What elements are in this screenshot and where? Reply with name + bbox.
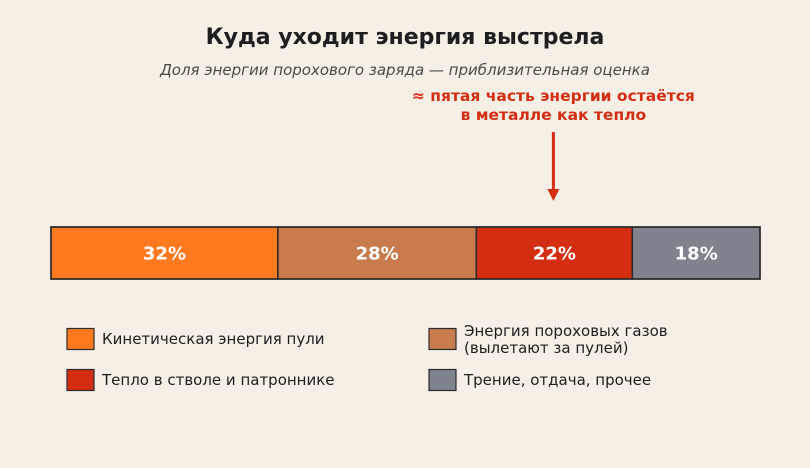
legend-label-1: Кинетическая энергия пули — [102, 330, 325, 348]
legend-item-4: Трение, отдача, прочее — [428, 368, 651, 392]
legend-swatch-4 — [428, 368, 457, 392]
annotation-line-2: в металле как тепло — [461, 106, 647, 124]
legend-item-3: Тепло в стволе и патроннике — [66, 368, 335, 392]
bar-segment-label-1: 32% — [143, 244, 186, 265]
legend-label-2: Энергия пороховых газов (вылетают за пуле… — [464, 322, 668, 357]
legend-item-2: Энергия пороховых газов (вылетают за пуле… — [428, 322, 668, 357]
chart-title: Куда уходит энергия выстрела — [206, 25, 605, 50]
legend-swatch-1 — [66, 327, 95, 351]
bar-segment-label-3: 22% — [533, 244, 576, 265]
legend-item-1: Кинетическая энергия пули — [66, 327, 325, 351]
bar-segment-label-2: 28% — [356, 244, 399, 265]
legend-swatch-3 — [66, 368, 95, 392]
legend: Кинетическая энергия пули Энергия порохов… — [66, 322, 668, 392]
annotation-line-1: ≈ пятая часть энергии остаётся — [412, 87, 695, 105]
legend-label-4: Трение, отдача, прочее — [463, 371, 651, 389]
legend-label-3: Тепло в стволе и патроннике — [101, 371, 335, 389]
stacked-bar: 32% 28% 22% 18% — [50, 226, 761, 280]
chart-subtitle: Доля энергии порохового заряда — приблиз… — [159, 61, 650, 79]
bar-segment-label-4: 18% — [675, 244, 718, 265]
bar-segment-2 — [277, 226, 478, 280]
bar-outline — [50, 226, 761, 280]
legend-swatch-2 — [428, 327, 457, 351]
